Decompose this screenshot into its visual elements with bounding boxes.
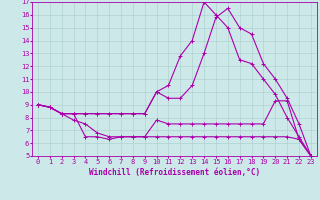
X-axis label: Windchill (Refroidissement éolien,°C): Windchill (Refroidissement éolien,°C) (89, 168, 260, 177)
